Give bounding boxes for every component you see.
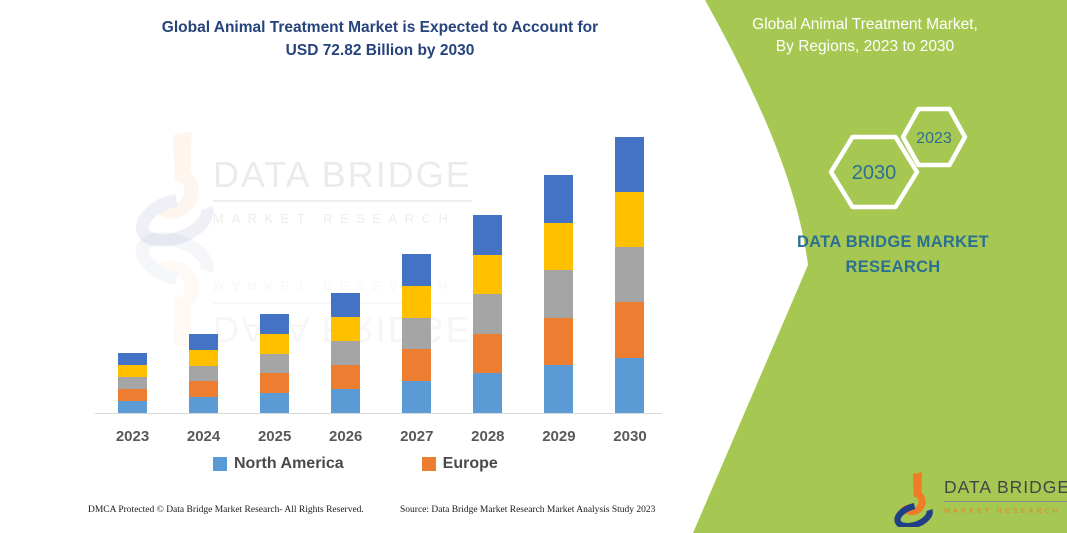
legend-item-europe: Europe (421, 455, 498, 473)
legend-swatch-north-america (213, 457, 227, 471)
bar-segment-2025-europe (260, 373, 290, 394)
bar-segment-2024-unlabeled-region-yellow (189, 349, 219, 366)
bar-segment-2024-unlabeled-region-darkblue (189, 334, 219, 350)
bar-segment-2026-north-america (331, 389, 361, 413)
hexagon-2030-label: 2030 (852, 162, 897, 184)
bar-segment-2023-unlabeled-region-darkblue (118, 353, 147, 365)
bar-segment-2027-unlabeled-region-gray (402, 317, 432, 350)
bar-segment-2026-unlabeled-region-yellow (331, 317, 361, 341)
x-axis-label-2024: 2024 (186, 428, 221, 445)
plot-area (95, 128, 662, 414)
bar-segment-2029-unlabeled-region-darkblue (544, 175, 574, 223)
chart-title-line1: Global Animal Treatment Market is Expect… (161, 19, 599, 36)
x-axis-label-2027: 2027 (400, 428, 434, 445)
x-axis-label-2029: 2029 (542, 428, 576, 445)
bar-segment-2029-north-america (544, 365, 574, 413)
panel-header-line1: Global Animal Treatment Market, (752, 16, 978, 33)
bar-segment-2030-unlabeled-region-gray (615, 247, 645, 303)
bar-segment-2030-europe (615, 302, 645, 358)
bar-segment-2027-north-america (402, 381, 432, 413)
bar-segment-2024-north-america (189, 397, 219, 413)
bar-segment-2027-unlabeled-region-darkblue (402, 254, 432, 286)
databridge-logo: DATA BRIDGE MARKET RESEARCH (890, 471, 1067, 529)
databridge-logo-text: DATA BRIDGE MARKET RESEARCH (944, 471, 1067, 529)
panel-brand-line1: DATA BRIDGE MARKET (796, 233, 990, 251)
bar-segment-2025-north-america (260, 393, 290, 413)
hexagon-2023 (900, 106, 968, 168)
databridge-logo-icon (894, 472, 933, 527)
x-axis-label-2026: 2026 (329, 428, 363, 445)
footer-dmca-text: DMCA Protected © Data Bridge Market Rese… (88, 505, 364, 515)
x-axis-labels: 2023 2024 2025 2026 2027 2028 2029 2030 (95, 428, 662, 448)
chart-legend: North America Europe (213, 455, 498, 473)
bar-segment-2026-unlabeled-region-darkblue (331, 293, 361, 317)
bar-segment-2023-europe (118, 389, 147, 401)
bar-segment-2025-unlabeled-region-yellow (260, 333, 290, 354)
bar-segment-2027-unlabeled-region-yellow (402, 285, 432, 318)
hexagon-2030 (828, 134, 920, 210)
bar-segment-2028-europe (473, 333, 503, 374)
stacked-bar-2027 (402, 254, 432, 413)
chart-title-line2: USD 72.82 Billion by 2030 (285, 42, 475, 59)
stacked-bar-2030 (615, 136, 645, 413)
bar-segment-2030-unlabeled-region-yellow (615, 191, 645, 248)
legend-item-north-america: North America (213, 455, 344, 473)
databridge-logo-sub: MARKET RESEARCH (944, 506, 1061, 515)
x-axis-label-2023: 2023 (115, 428, 150, 445)
legend-swatch-europe (421, 457, 436, 471)
bar-segment-2030-north-america (615, 357, 645, 413)
panel-brand-line2: RESEARCH (845, 258, 941, 276)
footer-source-text: Source: Data Bridge Market Research Mark… (400, 505, 656, 515)
bar-segment-2023-north-america (118, 401, 147, 413)
bar-segment-2029-europe (544, 317, 574, 366)
stacked-bar-2025 (260, 314, 290, 413)
bar-segment-2026-europe (331, 365, 361, 389)
legend-label-europe: Europe (442, 455, 498, 472)
bar-segment-2029-unlabeled-region-yellow (544, 222, 574, 271)
x-axis-label-2028: 2028 (471, 428, 505, 445)
stacked-bar-2029 (544, 175, 574, 413)
bar-segment-2028-unlabeled-region-darkblue (473, 215, 503, 255)
panel-header: Global Animal Treatment Market, By Regio… (716, 14, 1014, 58)
bar-segment-2025-unlabeled-region-gray (260, 353, 290, 374)
chart-title: Global Animal Treatment Market is Expect… (60, 16, 700, 62)
bar-segment-2028-unlabeled-region-yellow (473, 254, 503, 295)
stacked-bar-2023 (118, 353, 147, 413)
stacked-bar-2026 (331, 293, 361, 413)
bar-segment-2030-unlabeled-region-darkblue (615, 136, 645, 192)
stacked-bar-2024 (189, 334, 219, 413)
bar-segment-2024-unlabeled-region-gray (189, 365, 219, 382)
panel-header-line2: By Regions, 2023 to 2030 (775, 38, 955, 55)
stacked-bar-2028 (473, 215, 503, 413)
databridge-logo-name: DATA BRIDGE (944, 477, 1067, 502)
bar-segment-2029-unlabeled-region-gray (544, 270, 574, 318)
bar-segment-2023-unlabeled-region-gray (118, 377, 147, 389)
bar-segment-2028-north-america (473, 373, 503, 413)
bar-segment-2023-unlabeled-region-yellow (118, 365, 147, 377)
legend-label-north-america: North America (234, 455, 344, 472)
bar-segment-2028-unlabeled-region-gray (473, 294, 503, 334)
year-hexagons: 2030 2023 (828, 106, 968, 210)
panel-brand-text: DATA BRIDGE MARKET RESEARCH (768, 230, 1018, 280)
bar-segment-2026-unlabeled-region-gray (331, 341, 361, 365)
x-axis-label-2030: 2030 (613, 428, 647, 445)
bar-segment-2025-unlabeled-region-darkblue (260, 314, 290, 334)
bar-segment-2024-europe (189, 381, 219, 398)
hexagon-2023-label: 2023 (916, 130, 952, 147)
bar-segment-2027-europe (402, 349, 432, 382)
x-axis-label-2025: 2025 (257, 428, 292, 445)
